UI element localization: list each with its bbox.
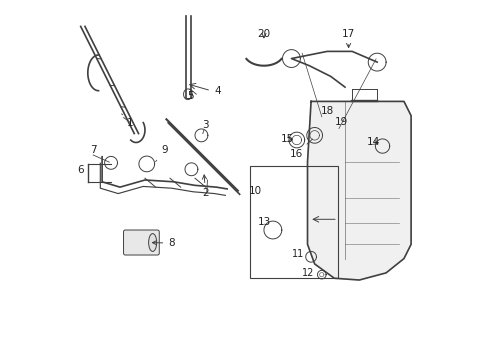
Bar xyxy=(250,166,338,278)
Text: 11: 11 xyxy=(292,249,304,259)
Text: 16: 16 xyxy=(290,139,313,159)
Text: 1: 1 xyxy=(122,114,134,129)
Text: 18: 18 xyxy=(320,106,334,116)
FancyBboxPatch shape xyxy=(123,230,159,255)
Polygon shape xyxy=(308,102,411,280)
Text: 2: 2 xyxy=(202,175,209,198)
Text: 17: 17 xyxy=(342,29,355,48)
Text: 9: 9 xyxy=(156,145,168,162)
Text: 8: 8 xyxy=(152,238,175,248)
Text: 13: 13 xyxy=(258,217,271,227)
Text: 12: 12 xyxy=(302,269,315,278)
Ellipse shape xyxy=(148,234,157,251)
Text: 7: 7 xyxy=(90,145,97,155)
Text: 20: 20 xyxy=(257,29,270,39)
Text: 19: 19 xyxy=(335,117,348,127)
Text: 10: 10 xyxy=(249,186,262,196)
Text: 4: 4 xyxy=(215,86,221,96)
Text: 5: 5 xyxy=(188,91,194,101)
Text: 6: 6 xyxy=(77,165,84,175)
Text: 14: 14 xyxy=(367,137,380,147)
Text: 15: 15 xyxy=(281,135,294,144)
Text: 3: 3 xyxy=(202,120,209,130)
